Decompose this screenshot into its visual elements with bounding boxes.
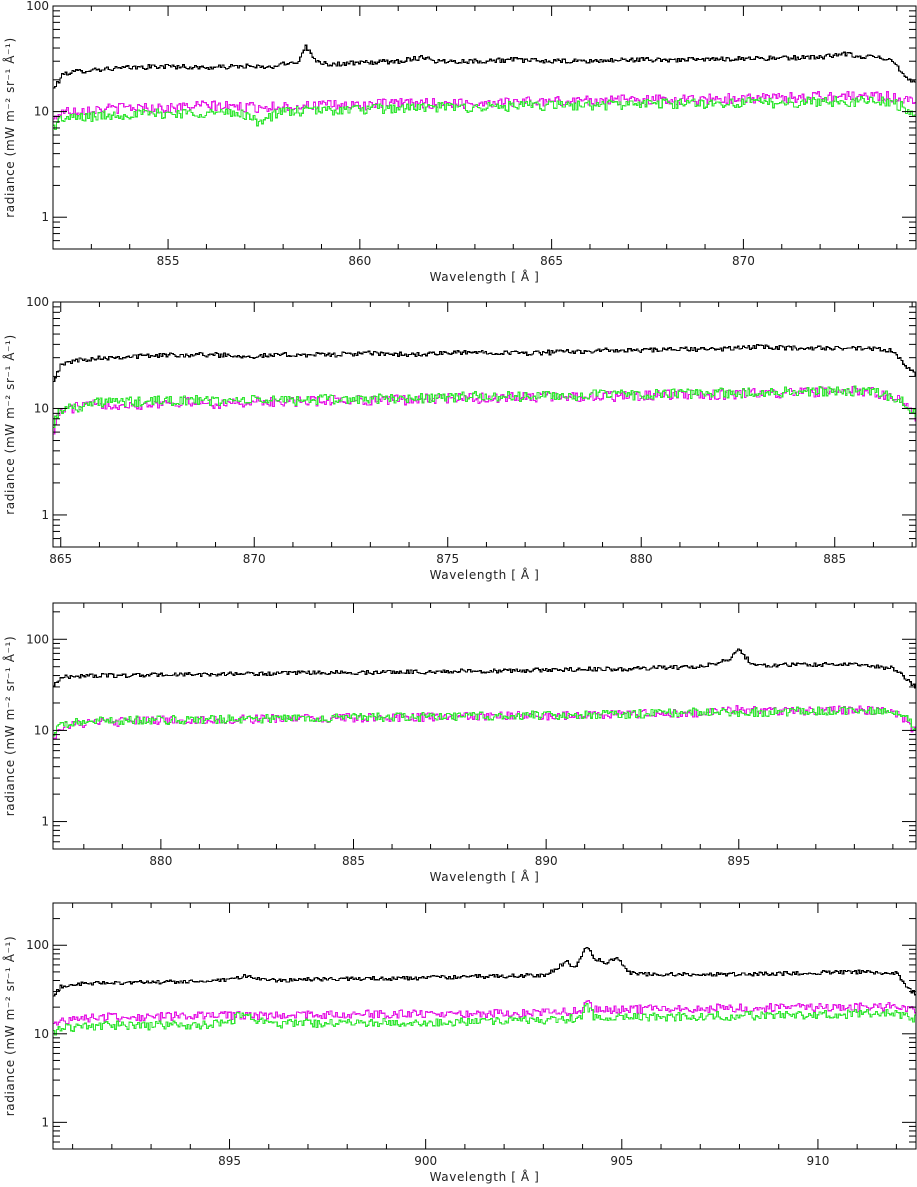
chart-panel-1: 855 860 865 870 1 10 100 Wavelength [ Å ] radian… — [2, 0, 917, 284]
x-axis-title: Wavelength [ Å ] — [430, 269, 540, 284]
y-tick-label: 100 — [26, 295, 49, 309]
plot-frame — [52, 602, 917, 850]
chart-panel-4: 895 900 905 910 1 10 100 Wavelength [ Å ] radian… — [2, 902, 917, 1184]
x-ticks — [72, 903, 897, 1149]
y-tick-label: 1 — [41, 1115, 49, 1129]
chart-panel-2: 865 870 875 880 885 1 10 100 Wavelength [ Å ] rad… — [2, 295, 917, 582]
series-line-1 — [53, 44, 916, 89]
series-group — [53, 343, 916, 435]
y-tick-label: 100 — [26, 0, 49, 13]
y-tick-label: 1 — [41, 210, 49, 224]
plot-frame — [52, 301, 917, 548]
y-axis-title: radiance (mW m⁻² sr⁻¹ Å⁻¹) — [2, 334, 17, 514]
x-tick-label: 905 — [610, 1154, 633, 1168]
y-tick-label: 1 — [41, 508, 49, 522]
series-line-2 — [53, 999, 916, 1026]
plot-frame — [52, 5, 917, 250]
plot-frame — [52, 902, 917, 1150]
x-tick-label: 865 — [49, 552, 72, 566]
series-group — [53, 648, 916, 739]
x-ticks — [52, 6, 898, 249]
y-axis-title: radiance (mW m⁻² sr⁻¹ Å⁻¹) — [2, 636, 17, 816]
series-line-1 — [53, 947, 916, 997]
y-tick-label: 10 — [34, 723, 49, 737]
x-tick-label: 885 — [823, 552, 846, 566]
x-tick-label: 855 — [157, 254, 180, 268]
y-tick-label: 10 — [34, 401, 49, 415]
x-ticks — [83, 603, 894, 849]
series-line-3 — [53, 706, 916, 737]
y-axis-title: radiance (mW m⁻² sr⁻¹ Å⁻¹) — [2, 37, 17, 217]
series-line-1 — [53, 648, 916, 689]
x-tick-label: 900 — [414, 1154, 437, 1168]
x-tick-label: 865 — [540, 254, 563, 268]
x-tick-label: 885 — [342, 854, 365, 868]
y-tick-label: 10 — [34, 1027, 49, 1041]
x-axis-title: Wavelength [ Å ] — [430, 869, 540, 884]
series-group — [53, 44, 916, 131]
series-line-1 — [53, 343, 916, 383]
series-line-3 — [53, 385, 916, 429]
x-axis-title: Wavelength [ Å ] — [430, 567, 540, 582]
x-tick-label: 895 — [727, 854, 750, 868]
chart-panel-3: 880 885 890 895 1 10 100 Wavelength [ Å ] radian… — [2, 602, 917, 884]
series-line-2 — [53, 385, 916, 435]
x-ticks — [60, 302, 913, 547]
x-tick-label: 860 — [348, 254, 371, 268]
series-group — [53, 947, 916, 1036]
x-tick-label: 910 — [806, 1154, 829, 1168]
y-tick-label: 1 — [41, 815, 49, 829]
x-tick-label: 875 — [436, 552, 459, 566]
x-tick-label: 890 — [535, 854, 558, 868]
x-tick-label: 895 — [218, 1154, 241, 1168]
y-ticks — [53, 301, 916, 548]
y-tick-label: 10 — [34, 105, 49, 119]
x-tick-label: 870 — [732, 254, 755, 268]
x-axis-title: Wavelength [ Å ] — [430, 1169, 540, 1184]
y-axis-title: radiance (mW m⁻² sr⁻¹ Å⁻¹) — [2, 936, 17, 1116]
y-tick-label: 100 — [26, 938, 49, 952]
series-line-3 — [53, 1003, 916, 1036]
y-ticks — [53, 5, 916, 250]
y-tick-label: 100 — [26, 632, 49, 646]
series-line-3 — [53, 96, 916, 131]
y-ticks — [53, 611, 916, 850]
x-tick-label: 870 — [243, 552, 266, 566]
x-tick-label: 880 — [149, 854, 172, 868]
y-ticks — [53, 902, 916, 1150]
x-tick-label: 880 — [630, 552, 653, 566]
